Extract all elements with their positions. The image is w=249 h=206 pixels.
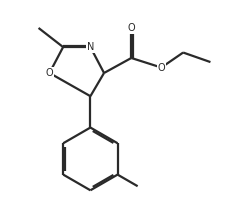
Text: O: O: [158, 63, 165, 73]
Text: N: N: [87, 42, 94, 52]
Text: O: O: [46, 68, 53, 78]
Text: O: O: [127, 23, 135, 33]
